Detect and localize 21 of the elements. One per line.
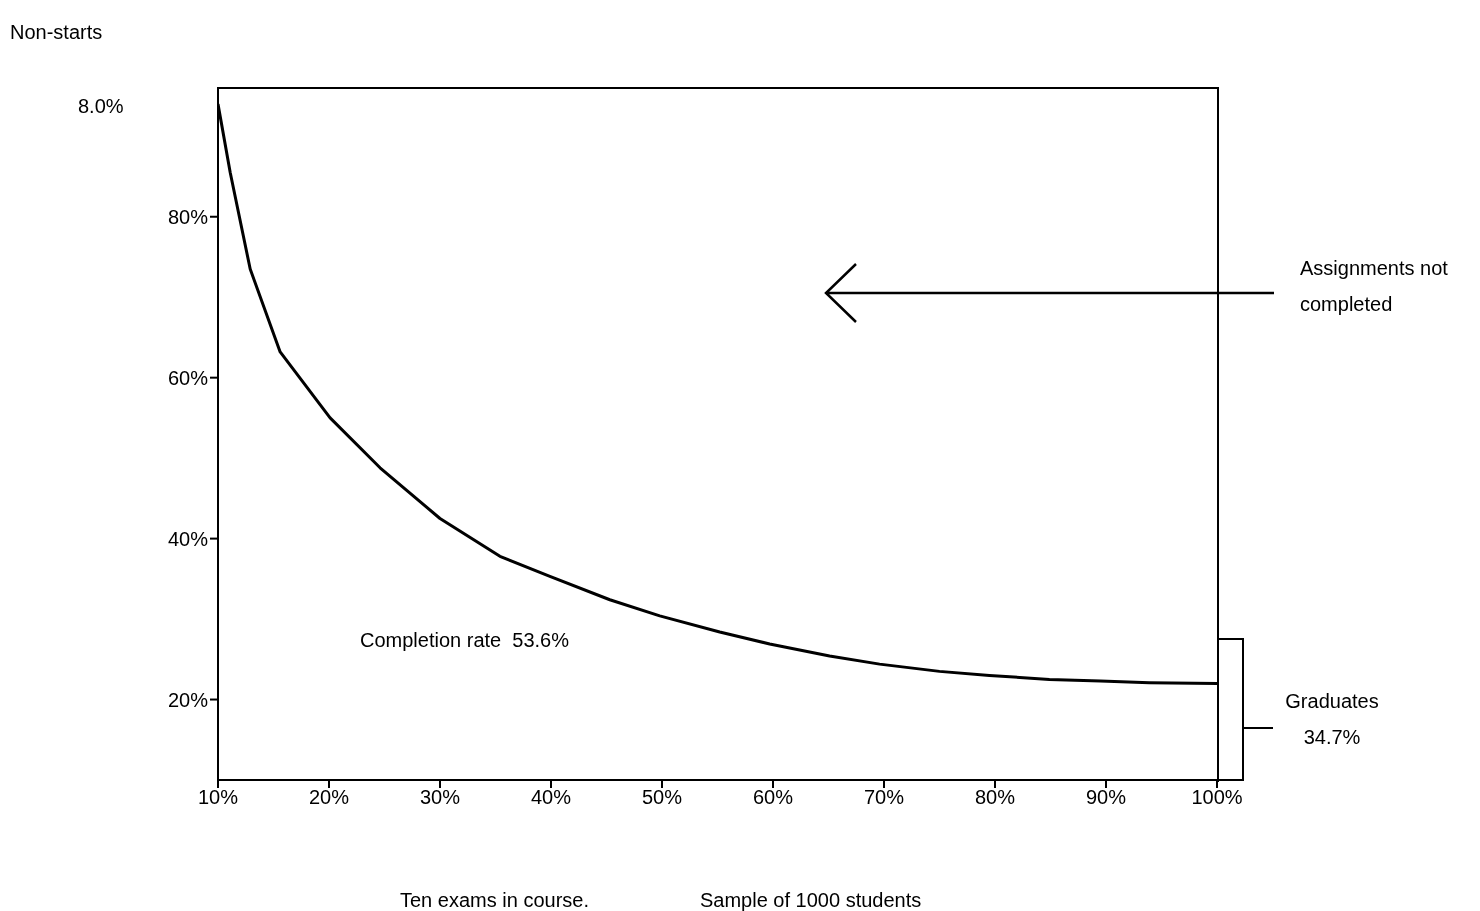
x-tick-label: 100%	[1191, 786, 1243, 809]
y-tick-label: 40%	[167, 527, 209, 550]
x-tick-label: 20%	[308, 786, 350, 809]
x-tick-label: 30%	[419, 786, 461, 809]
x-tick-label: 50%	[641, 786, 683, 809]
x-tick-label: 90%	[1085, 786, 1127, 809]
text: Non-starts	[10, 20, 103, 45]
y-tick-label: 60%	[167, 366, 209, 389]
annotation: Completion rate 53.6%	[360, 628, 570, 653]
text: Graduates 34.7%	[1284, 689, 1380, 750]
x-tick-label: 10%	[197, 786, 239, 809]
text: Sample of 1000 students	[700, 888, 922, 911]
x-tick-label: 60%	[752, 786, 794, 809]
text: Ten exams in course.	[400, 888, 589, 911]
y-tick-label: 20%	[167, 688, 209, 711]
y-tick-label: 80%	[167, 205, 209, 228]
x-tick-label: 70%	[863, 786, 905, 809]
text: 8.0%	[78, 94, 124, 119]
x-tick-label: 40%	[530, 786, 572, 809]
text: Assignments not completed	[1300, 256, 1449, 317]
x-tick-label: 80%	[974, 786, 1016, 809]
